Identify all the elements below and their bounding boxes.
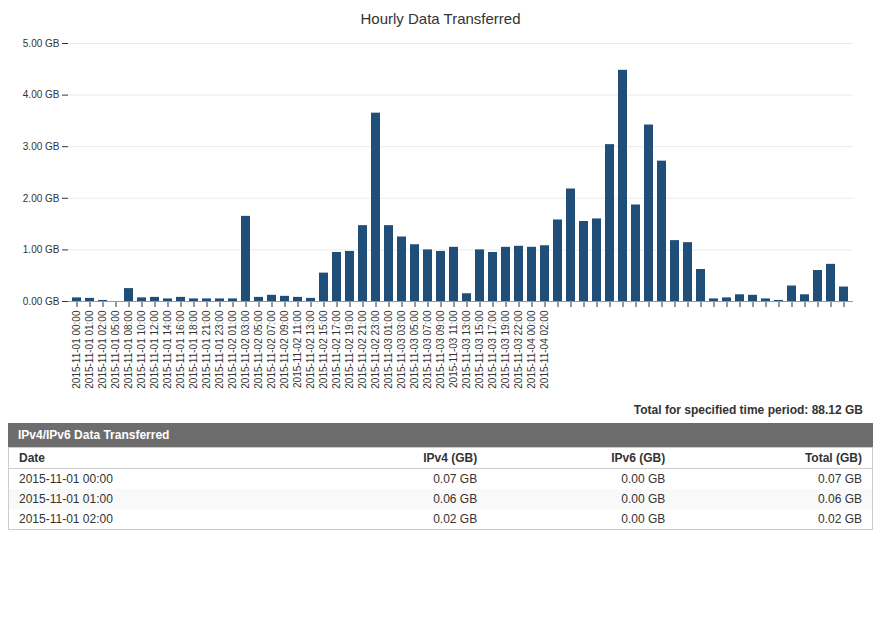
svg-text:2015-11-01 10:00: 2015-11-01 10:00: [136, 310, 147, 389]
html-text:0.00 GB: 0.00 GB: [621, 472, 666, 486]
svg-text:2015-11-02 13:00: 2015-11-02 13:00: [305, 310, 316, 389]
html-text:0.06 GB: 0.06 GB: [818, 492, 862, 506]
html-text:IPv4 (GB): IPv4 (GB): [423, 451, 478, 465]
svg-text:2015-11-03 19:00: 2015-11-03 19:00: [500, 310, 511, 389]
html-text:Date: Date: [19, 451, 45, 465]
svg-text:2015-11-02 19:00: 2015-11-02 19:00: [344, 310, 355, 389]
html-text:0.00 GB: 0.00 GB: [621, 492, 666, 506]
svg-text:2015-11-03 01:00: 2015-11-03 01:00: [383, 310, 394, 389]
svg-text:1.00 GB: 1.00 GB: [23, 244, 60, 255]
svg-text:2015-11-03 13:00: 2015-11-03 13:00: [461, 310, 472, 389]
html-text:Total for specified time perio: Total for specified time period: 88.12 G…: [633, 403, 863, 417]
svg-text:2015-11-01 18:00: 2015-11-01 18:00: [188, 310, 199, 389]
html-text:2015-11-01 00:00: 2015-11-01 00:00: [19, 472, 113, 486]
svg-text:2015-11-01 16:00: 2015-11-01 16:00: [175, 310, 186, 389]
html-text:0.07 GB: 0.07 GB: [433, 472, 478, 486]
svg-text:2015-11-02 03:00: 2015-11-02 03:00: [240, 310, 251, 389]
svg-text:3.00 GB: 3.00 GB: [23, 141, 60, 152]
html-text:0.07 GB: 0.07 GB: [818, 472, 862, 486]
svg-text:2015-11-01 12:00: 2015-11-01 12:00: [149, 310, 160, 389]
html-text:IPv6 (GB): IPv6 (GB): [611, 451, 666, 465]
svg-text:2015-11-03 05:00: 2015-11-03 05:00: [409, 310, 420, 389]
html-text:2015-11-01 02:00: 2015-11-01 02:00: [19, 512, 113, 526]
svg-text:2015-11-03 07:00: 2015-11-03 07:00: [422, 310, 433, 389]
svg-text:2015-11-03 15:00: 2015-11-03 15:00: [474, 310, 485, 389]
svg-text:2015-11-03 11:00: 2015-11-03 11:00: [448, 310, 459, 388]
svg-text:2015-11-01 02:00: 2015-11-01 02:00: [97, 310, 108, 389]
svg-text:2015-11-01 00:00: 2015-11-01 00:00: [71, 310, 82, 389]
svg-text:2015-11-02 05:00: 2015-11-02 05:00: [253, 310, 264, 389]
html-text:0.00 GB: 0.00 GB: [621, 512, 666, 526]
html-text:0.02 GB: 0.02 GB: [433, 512, 478, 526]
svg-text:2015-11-01 01:00: 2015-11-01 01:00: [84, 310, 95, 389]
svg-text:5.00 GB: 5.00 GB: [23, 38, 60, 49]
html-text:IPv4/IPv6 Data Transferred: IPv4/IPv6 Data Transferred: [18, 428, 170, 442]
svg-text:2015-11-02 15:00: 2015-11-02 15:00: [318, 310, 329, 389]
svg-text:2015-11-02 01:00: 2015-11-02 01:00: [227, 310, 238, 389]
svg-text:2015-11-03 03:00: 2015-11-03 03:00: [396, 310, 407, 389]
svg-text:4.00 GB: 4.00 GB: [23, 89, 60, 100]
svg-text:2015-11-02 23:00: 2015-11-02 23:00: [370, 310, 381, 389]
svg-text:2015-11-01 05:00: 2015-11-01 05:00: [110, 310, 121, 389]
svg-text:2015-11-01 21:00: 2015-11-01 21:00: [201, 310, 212, 389]
svg-text:2015-11-01 14:00: 2015-11-01 14:00: [162, 310, 173, 389]
svg-text:2015-11-03 09:00: 2015-11-03 09:00: [435, 310, 446, 389]
svg-text:2.00 GB: 2.00 GB: [23, 193, 60, 204]
html-text:2015-11-01 01:00: 2015-11-01 01:00: [19, 492, 113, 506]
html-text:0.06 GB: 0.06 GB: [433, 492, 478, 506]
svg-text:2015-11-01 23:00: 2015-11-01 23:00: [214, 310, 225, 389]
html-text:Total (GB): Total (GB): [804, 451, 862, 465]
svg-text:2015-11-03 22:00: 2015-11-03 22:00: [513, 310, 524, 389]
html-text:Hourly Data Transferred: Hourly Data Transferred: [360, 10, 521, 27]
svg-text:2015-11-03 17:00: 2015-11-03 17:00: [487, 310, 498, 389]
svg-text:2015-11-02 17:00: 2015-11-02 17:00: [331, 310, 342, 389]
html-text:0.02 GB: 0.02 GB: [818, 512, 862, 526]
svg-text:2015-11-04 00:00: 2015-11-04 00:00: [526, 310, 537, 389]
svg-text:2015-11-02 21:00: 2015-11-02 21:00: [357, 310, 368, 389]
svg-text:2015-11-02 07:00: 2015-11-02 07:00: [266, 310, 277, 389]
svg-text:2015-11-04 02:00: 2015-11-04 02:00: [539, 310, 550, 389]
svg-text:2015-11-02 09:00: 2015-11-02 09:00: [279, 310, 290, 389]
svg-text:2015-11-01 08:00: 2015-11-01 08:00: [123, 310, 134, 389]
svg-text:2015-11-02 11:00: 2015-11-02 11:00: [292, 310, 303, 388]
svg-text:0.00 GB: 0.00 GB: [23, 296, 60, 307]
